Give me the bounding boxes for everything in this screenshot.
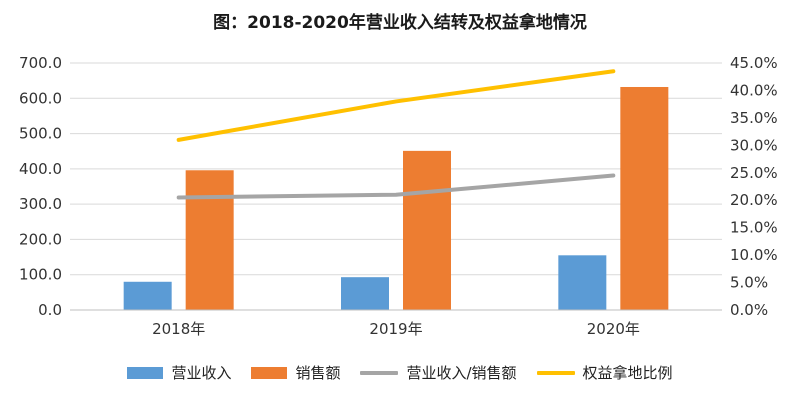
x-tick-label: 2019年 <box>369 320 422 338</box>
legend-swatch <box>536 370 575 375</box>
legend-swatch <box>251 366 288 379</box>
bar <box>185 170 234 310</box>
legend-label: 销售额 <box>295 364 341 382</box>
y-right-tick-label: 5.0% <box>730 274 768 292</box>
bar <box>123 281 172 310</box>
series-line <box>176 173 616 200</box>
bar <box>341 277 389 310</box>
y-left-tick-label: 0.0 <box>38 301 62 319</box>
legend-swatch <box>360 370 399 375</box>
y-left-tick-label: 400.0 <box>19 160 62 178</box>
legend-label: 营业收入 <box>171 364 232 382</box>
y-left-tick-label: 300.0 <box>19 195 62 213</box>
bars <box>123 86 669 310</box>
legend-label: 营业收入/销售额 <box>406 364 517 382</box>
y-left-tick-label: 500.0 <box>19 125 62 143</box>
y-right-tick-label: 10.0% <box>730 246 778 264</box>
y-right-tick-label: 40.0% <box>730 81 778 99</box>
legend-item: 销售额 <box>251 362 340 383</box>
axes: 0.0 100.0 200.0 300.0 400.0 500.0 600.0 700.0 0.… <box>19 54 778 338</box>
legend-item: 营业收入/销售额 <box>360 362 517 383</box>
y-right-tick-label: 0.0% <box>730 301 768 319</box>
lines <box>176 69 616 200</box>
bar <box>558 255 607 310</box>
gridlines <box>70 62 722 276</box>
y-left-tick-label: 200.0 <box>19 230 62 248</box>
series-line <box>176 69 616 142</box>
y-left-tick-label: 600.0 <box>19 89 62 107</box>
y-right-tick-label: 20.0% <box>730 191 778 209</box>
y-right-tick-label: 15.0% <box>730 219 778 237</box>
legend: 营业收入 销售额 营业收入/销售额 权益拿地比例 <box>0 362 800 383</box>
bar <box>620 86 669 310</box>
legend-item: 营业收入 <box>127 362 231 383</box>
y-right-tick-label: 45.0% <box>730 54 778 72</box>
y-right-tick-label: 25.0% <box>730 164 778 182</box>
x-tick-label: 2018年 <box>152 320 205 338</box>
x-tick-label: 2020年 <box>587 320 640 338</box>
legend-item: 权益拿地比例 <box>536 362 673 383</box>
legend-swatch <box>127 366 164 379</box>
y-right-tick-label: 35.0% <box>730 109 778 127</box>
bar <box>403 150 451 310</box>
y-right-tick-label: 30.0% <box>730 136 778 154</box>
legend-label: 权益拿地比例 <box>582 364 673 382</box>
y-left-tick-label: 100.0 <box>19 266 62 284</box>
chart-title: 图：2018-2020年营业收入结转及权益拿地情况 <box>213 13 587 33</box>
y-left-tick-label: 700.0 <box>19 54 62 72</box>
